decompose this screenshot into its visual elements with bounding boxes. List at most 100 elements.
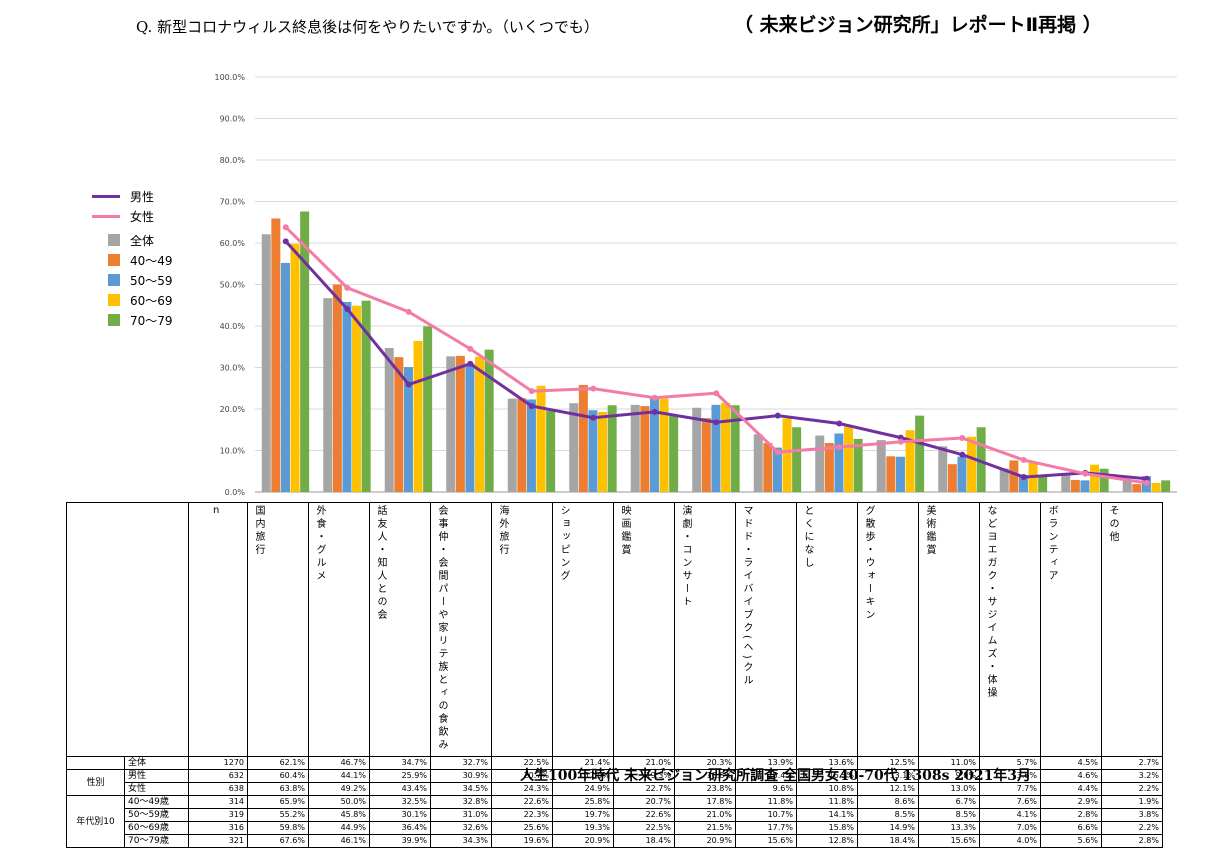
table-row: 50〜59歳 319 55.2% 45.8% 30.1% 31.0% 22.3% 19.7% 2… [67,808,1163,822]
value-cell: 15.8% [796,821,858,835]
value-cell: 14.1% [796,808,858,822]
n-cell: 319 [188,808,248,822]
value-cell: 65.9% [247,795,309,809]
value-cell: 20.9% [674,834,736,848]
value-cell: 2.8% [1101,834,1163,848]
header-label: ショッピング [558,505,569,583]
value-cell: 8.5% [857,808,919,822]
bar [895,456,905,492]
bar [607,405,617,492]
line-point [528,388,535,395]
n-cell: 632 [188,769,248,783]
n-header: n [188,502,248,757]
legend-item-all: 全体 [92,230,173,250]
value-cell: 2.2% [1101,821,1163,835]
value-cell: 45.8% [308,808,370,822]
line-point [897,438,904,445]
y-tick-label: 20.0% [220,405,246,414]
bar [332,284,342,492]
legend-item-40s: 40〜49 [92,250,173,270]
bar [352,305,362,492]
legend-line-swatch [92,214,120,218]
row-label: 40〜49歳 [124,795,189,809]
value-cell: 20.9% [552,834,614,848]
bar [844,426,854,492]
value-cell: 4.0% [979,834,1041,848]
line-point [1143,479,1150,486]
row-label: 60〜69歳 [124,821,189,835]
header-label: その他 [1107,505,1118,544]
bar [721,402,731,492]
bar [261,234,271,492]
bar [598,411,608,492]
header-cell: グ散歩・ウォーキン [857,502,919,757]
value-cell: 44.9% [308,821,370,835]
value-cell: 32.6% [430,821,492,835]
bar-line-chart: 100.0% 90.0% 80.0% 70.0% 60.0% 50.0% 40.0% 30.0… [214,73,1177,497]
bar [876,440,886,492]
value-cell: 31.0% [430,808,492,822]
legend-box-swatch [108,234,120,246]
bar [701,418,711,492]
value-cell: 34.3% [430,834,492,848]
value-cell: 39.9% [369,834,431,848]
value-cell: 67.6% [247,834,309,848]
header-cell: 話友人・知人との会 [369,502,431,757]
value-cell: 34.7% [369,756,431,770]
bar [569,403,579,492]
bar [1122,480,1132,492]
header-label: 話友人・知人との会 [375,505,386,622]
bar [1151,482,1161,492]
y-tick-label: 90.0% [220,115,246,124]
header-cell: 演劇・コンサート [674,502,736,757]
value-cell: 4.4% [1040,782,1102,796]
line-point [405,381,412,388]
legend-item-70s: 70〜79 [92,310,173,330]
value-cell: 49.2% [308,782,370,796]
line-point [282,224,289,231]
legend-item-female: 女性 [92,206,173,226]
line-point [836,420,843,427]
line-point [959,451,966,458]
value-cell: 3.2% [1101,769,1163,783]
source-note: 人生100年時代 未来ビジョン研究所調査 全国男女40-70代 1308s 20… [520,768,1032,784]
header-label: 映画鑑賞 [619,505,630,557]
line-point [467,360,474,367]
line-point [959,435,966,442]
row-label: 全体 [124,756,189,770]
value-cell: 17.7% [735,821,797,835]
line-point [1020,474,1027,481]
value-cell: 14.9% [857,821,919,835]
value-cell: 18.4% [857,834,919,848]
legend-box-swatch [108,294,120,306]
legend-item-50s: 50〜59 [92,270,173,290]
line-point [774,449,781,456]
legend-line-swatch [92,194,120,198]
value-cell: 44.1% [308,769,370,783]
bar [423,326,433,492]
value-cell: 22.6% [491,795,553,809]
bar [834,433,844,492]
value-cell: 19.7% [552,808,614,822]
bar [1132,484,1142,492]
header-cell: ショッピング [552,502,614,757]
bar [853,438,863,492]
legend-label: 70〜79 [130,313,173,328]
header-cell: その他 [1101,502,1163,757]
group-cell-age: 年代別10 [66,795,125,848]
header-label: 会事仲・会間パーや家リテ族とィの食飲み [436,505,447,752]
bar [753,434,763,492]
bar [1038,475,1048,492]
bar [1080,480,1090,492]
y-tick-label: 10.0% [220,447,246,456]
value-cell: 15.6% [735,834,797,848]
line-point [282,238,289,245]
value-cell: 25.9% [369,769,431,783]
value-cell: 8.5% [918,808,980,822]
bar [484,349,494,492]
legend-item-male: 男性 [92,186,173,206]
value-cell: 50.0% [308,795,370,809]
header-cell: ボランティア [1040,502,1102,757]
line-point [590,385,597,392]
value-cell: 8.6% [857,795,919,809]
